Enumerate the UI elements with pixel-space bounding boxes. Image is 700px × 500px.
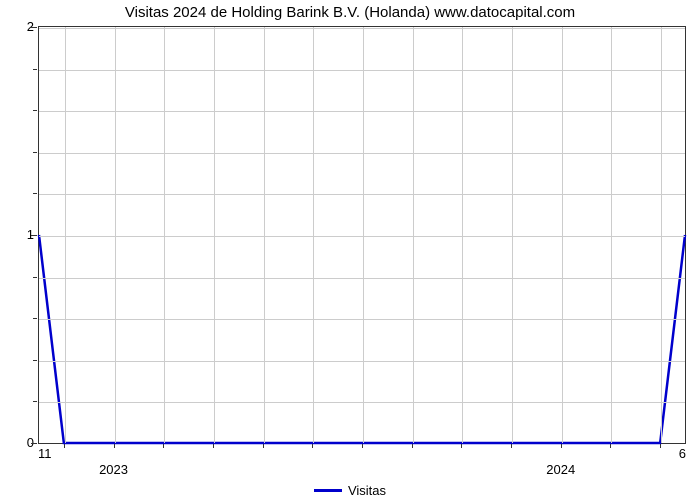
plot-area [38,26,686,444]
gridline-v [65,27,66,443]
x-tick-label: 2023 [99,462,128,477]
gridline-v [611,27,612,443]
gridline-h-minor [39,153,685,154]
gridline-h-minor [39,194,685,195]
x-tick [362,444,363,448]
gridline-v [214,27,215,443]
x-tick [263,444,264,448]
x-tick [163,444,164,448]
x-tick-label: 2024 [546,462,575,477]
y-tick-major [31,27,37,28]
x-tick [561,444,562,448]
chart-title: Visitas 2024 de Holding Barink B.V. (Hol… [0,4,700,21]
x-tick [461,444,462,448]
y-tick-minor [33,401,37,402]
gridline-h [39,236,685,237]
gridline-v [363,27,364,443]
line-series-visitas [39,27,685,443]
y-tick-minor [33,277,37,278]
gridline-v [115,27,116,443]
x-corner-right-label: 6 [679,446,686,461]
y-tick-major [31,235,37,236]
y-tick-major [31,443,37,444]
gridline-h-minor [39,111,685,112]
gridline-h-minor [39,278,685,279]
chart-container: Visitas 2024 de Holding Barink B.V. (Hol… [0,0,700,500]
y-tick-minor [33,110,37,111]
y-tick-minor [33,360,37,361]
x-tick [64,444,65,448]
gridline-h-minor [39,70,685,71]
y-tick-minor [33,152,37,153]
gridline-h [39,28,685,29]
gridline-v [462,27,463,443]
legend-label: Visitas [348,483,386,498]
legend: Visitas [0,482,700,498]
y-tick-minor [33,69,37,70]
x-tick [213,444,214,448]
gridline-h-minor [39,402,685,403]
x-tick [610,444,611,448]
gridline-v [164,27,165,443]
y-tick-minor [33,318,37,319]
gridline-h-minor [39,361,685,362]
x-corner-left-label: 11 [38,446,52,461]
x-tick [660,444,661,448]
y-tick-minor [33,193,37,194]
gridline-v [264,27,265,443]
gridline-v [512,27,513,443]
gridline-v [313,27,314,443]
gridline-v [661,27,662,443]
x-tick [312,444,313,448]
x-tick [114,444,115,448]
series-path [39,235,685,443]
gridline-h-minor [39,319,685,320]
gridline-v [413,27,414,443]
x-tick [412,444,413,448]
gridline-v [562,27,563,443]
legend-swatch [314,489,342,492]
x-tick [511,444,512,448]
